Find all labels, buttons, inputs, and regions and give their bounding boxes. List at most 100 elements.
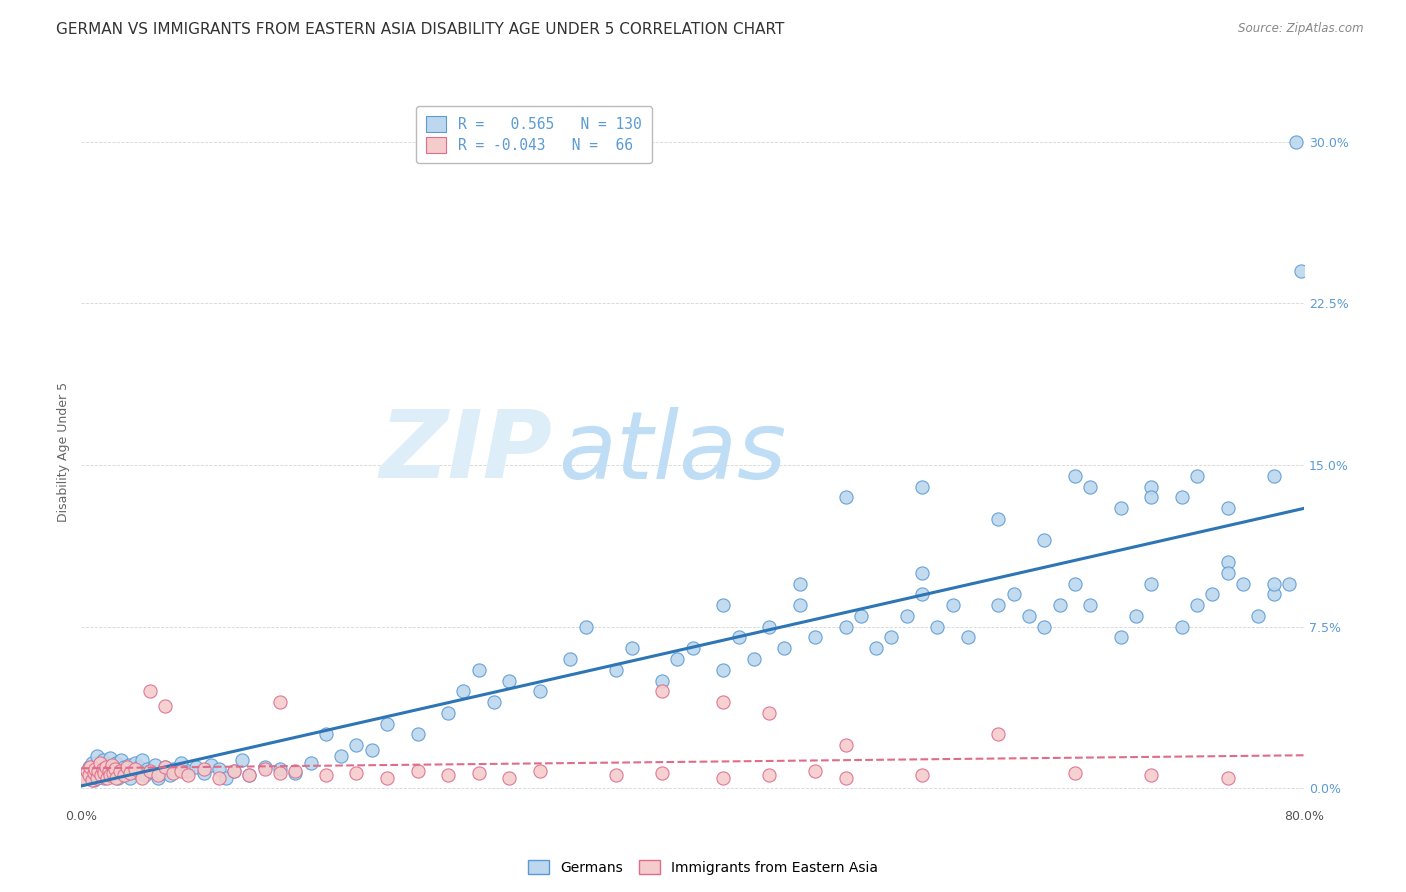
Point <box>159 768 181 782</box>
Point <box>453 684 475 698</box>
Point <box>83 772 105 787</box>
Point <box>139 764 162 778</box>
Point <box>77 760 100 774</box>
Point <box>90 768 112 782</box>
Point <box>77 768 100 782</box>
Point <box>1109 501 1132 516</box>
Point <box>482 695 505 709</box>
Point <box>76 764 98 778</box>
Point <box>96 771 118 785</box>
Point <box>115 760 138 774</box>
Point <box>1140 576 1163 591</box>
Point <box>155 699 177 714</box>
Point <box>773 641 796 656</box>
Point <box>711 663 734 677</box>
Point <box>344 738 367 752</box>
Point <box>111 766 134 780</box>
Point <box>104 762 127 776</box>
Point <box>127 766 149 780</box>
Point <box>162 766 184 780</box>
Point <box>360 742 382 756</box>
Point <box>758 706 780 720</box>
Point <box>742 652 765 666</box>
Point <box>560 652 582 666</box>
Point <box>108 764 131 778</box>
Point <box>375 771 398 785</box>
Point <box>155 760 177 774</box>
Point <box>80 756 103 770</box>
Point <box>1063 766 1085 780</box>
Point <box>115 762 138 776</box>
Point <box>987 727 1010 741</box>
Point <box>1216 771 1239 785</box>
Point <box>1002 587 1025 601</box>
Point <box>467 766 489 780</box>
Point <box>139 764 162 778</box>
Point <box>108 764 131 778</box>
Point <box>84 764 107 778</box>
Point <box>97 764 120 778</box>
Point <box>529 684 551 698</box>
Point <box>193 762 215 776</box>
Point <box>1278 576 1301 591</box>
Point <box>1171 620 1194 634</box>
Point <box>911 768 934 782</box>
Point <box>215 771 238 785</box>
Point <box>941 598 963 612</box>
Point <box>79 766 101 780</box>
Point <box>89 760 111 774</box>
Point <box>1140 768 1163 782</box>
Point <box>927 620 949 634</box>
Point <box>375 716 398 731</box>
Point <box>1263 587 1285 601</box>
Point <box>529 764 551 778</box>
Point <box>136 762 159 776</box>
Point <box>122 764 145 778</box>
Point <box>651 673 673 688</box>
Point <box>96 757 118 772</box>
Point <box>86 749 108 764</box>
Point <box>1049 598 1071 612</box>
Point <box>758 768 780 782</box>
Point <box>118 757 141 772</box>
Point <box>91 753 114 767</box>
Point <box>651 684 673 698</box>
Point <box>93 766 115 780</box>
Point <box>911 587 934 601</box>
Point <box>406 764 429 778</box>
Point <box>467 663 489 677</box>
Point <box>666 652 689 666</box>
Text: Source: ZipAtlas.com: Source: ZipAtlas.com <box>1239 22 1364 36</box>
Point <box>101 768 124 782</box>
Point <box>139 684 162 698</box>
Point <box>1033 620 1056 634</box>
Point <box>177 768 200 782</box>
Point <box>956 631 979 645</box>
Point <box>128 760 150 774</box>
Point <box>94 764 117 778</box>
Point <box>105 756 128 770</box>
Point <box>896 608 918 623</box>
Text: ZIP: ZIP <box>380 406 553 498</box>
Point <box>1078 598 1101 612</box>
Point <box>86 771 108 785</box>
Point <box>84 762 107 776</box>
Point <box>110 753 132 767</box>
Point <box>114 768 136 782</box>
Point <box>231 753 253 767</box>
Point <box>711 771 734 785</box>
Point <box>284 766 307 780</box>
Point <box>89 756 111 770</box>
Point <box>146 768 169 782</box>
Point <box>131 771 153 785</box>
Point <box>83 766 105 780</box>
Point <box>834 491 856 505</box>
Point <box>238 768 260 782</box>
Point <box>620 641 643 656</box>
Point <box>987 598 1010 612</box>
Point <box>269 766 291 780</box>
Text: atlas: atlas <box>558 407 786 498</box>
Point <box>120 766 142 780</box>
Point <box>269 695 291 709</box>
Point <box>987 512 1010 526</box>
